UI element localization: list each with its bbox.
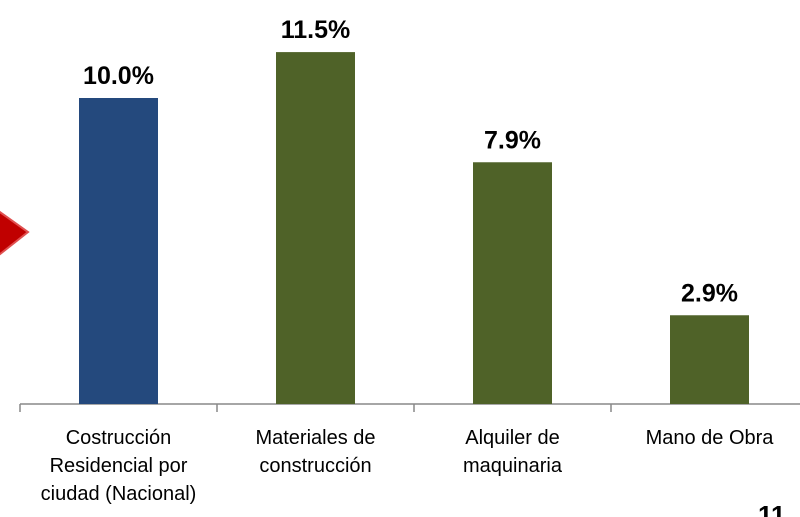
x-tick-label: Materiales de construcción [255, 427, 376, 477]
value-label: 10.0% [83, 62, 154, 90]
x-tick-label: Alquiler de maquinaria [463, 427, 562, 477]
arrow-icon [0, 210, 30, 256]
value-label: 7.9% [484, 126, 541, 154]
value-label: 2.9% [681, 279, 738, 307]
bar [473, 162, 552, 404]
x-tick-label: Mano de Obra [645, 427, 774, 449]
bar [276, 52, 355, 404]
x-tick-label: Costrucción Residencial por ciudad (Naci… [40, 427, 197, 505]
bar [79, 98, 158, 404]
page-number: 11 [758, 500, 786, 517]
bar [670, 315, 749, 404]
value-label: 11.5% [281, 16, 351, 44]
